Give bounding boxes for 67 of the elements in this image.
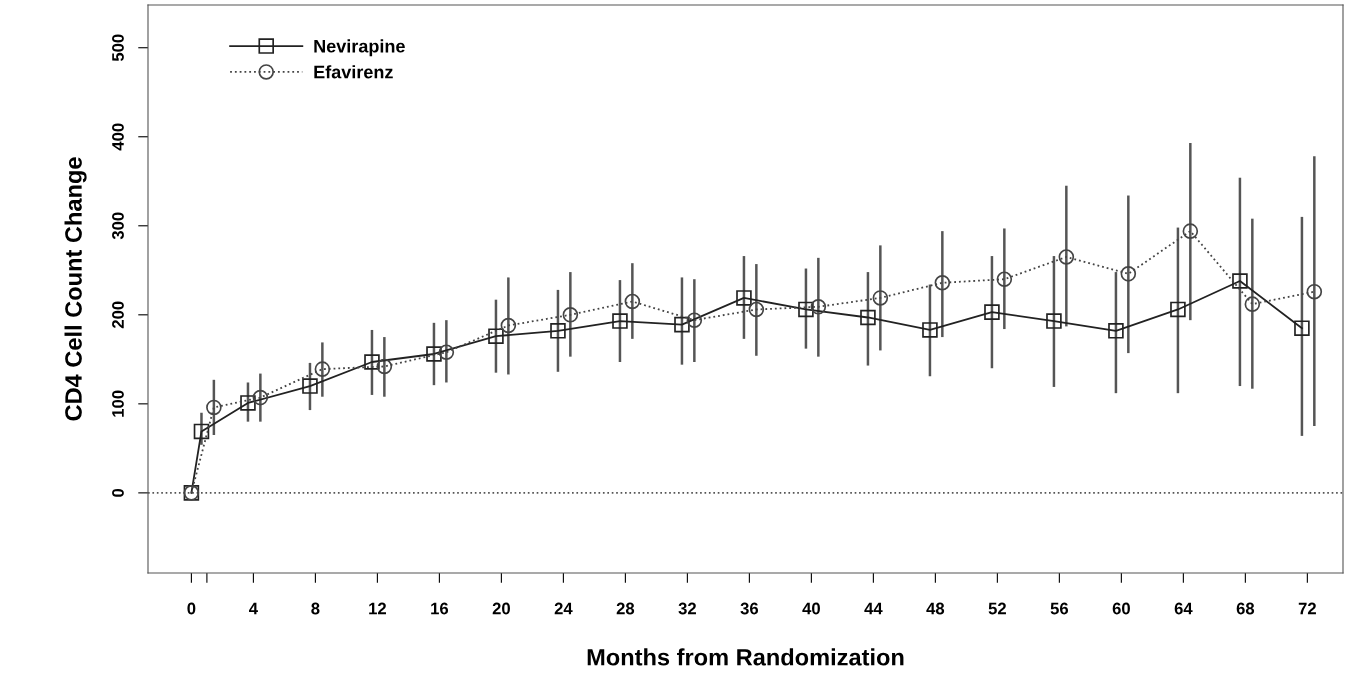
y-tick-label: 0 bbox=[112, 488, 124, 497]
point bbox=[860, 309, 876, 326]
x-axis-title: Months from Randomization bbox=[587, 648, 904, 666]
point bbox=[1294, 320, 1310, 336]
point bbox=[872, 290, 889, 306]
x-tick-label: 12 bbox=[369, 602, 386, 615]
point bbox=[624, 293, 641, 310]
point bbox=[984, 304, 1000, 320]
point bbox=[206, 399, 222, 416]
y-tick-label: 400 bbox=[112, 123, 124, 151]
x-tick-label: 4 bbox=[249, 602, 258, 615]
y-tick-label: 300 bbox=[112, 212, 124, 240]
point bbox=[1182, 223, 1199, 239]
legend-label: Efavirenz bbox=[314, 65, 393, 79]
point bbox=[748, 301, 765, 318]
point bbox=[240, 395, 256, 411]
x-tick-label: 16 bbox=[431, 602, 449, 615]
point bbox=[252, 389, 269, 406]
x-tick-label: 40 bbox=[802, 602, 820, 615]
x-tick-label: 72 bbox=[1298, 602, 1316, 615]
point bbox=[934, 274, 951, 291]
y-tick-label: 500 bbox=[112, 34, 124, 62]
point bbox=[1046, 313, 1062, 329]
point bbox=[193, 423, 210, 440]
point bbox=[1120, 266, 1137, 282]
point bbox=[500, 317, 517, 334]
point bbox=[376, 358, 393, 375]
point bbox=[686, 312, 703, 328]
point bbox=[996, 271, 1013, 287]
point bbox=[1232, 273, 1248, 289]
x-tick-label: 28 bbox=[616, 602, 635, 615]
x-tick-label: 56 bbox=[1050, 602, 1069, 615]
x-tick-label: 20 bbox=[492, 602, 510, 615]
point bbox=[438, 344, 455, 360]
x-tick-label: 36 bbox=[740, 602, 759, 615]
point bbox=[736, 290, 752, 306]
x-tick-label: 32 bbox=[678, 602, 696, 615]
x-tick-label: 60 bbox=[1112, 602, 1130, 615]
point bbox=[810, 299, 827, 315]
point bbox=[426, 346, 442, 362]
point bbox=[1306, 283, 1323, 300]
x-tick-label: 8 bbox=[311, 602, 320, 615]
point bbox=[1244, 296, 1261, 312]
x-tick-label: 64 bbox=[1174, 602, 1193, 615]
point bbox=[798, 301, 814, 318]
y-axis-title: CD4 Cell Count Change bbox=[64, 157, 87, 421]
point bbox=[364, 354, 380, 370]
point bbox=[674, 316, 690, 333]
x-tick-label: 52 bbox=[988, 602, 1006, 615]
y-tick-label: 100 bbox=[112, 390, 124, 417]
point bbox=[1058, 249, 1075, 265]
legend-label: Nevirapine bbox=[314, 39, 405, 57]
x-tick-label: 68 bbox=[1236, 602, 1255, 615]
point bbox=[612, 313, 628, 329]
x-tick-label: 48 bbox=[926, 602, 945, 615]
point bbox=[1108, 323, 1124, 339]
point bbox=[562, 307, 579, 323]
x-tick-label: 44 bbox=[864, 602, 883, 615]
x-tick-label: 0 bbox=[187, 602, 196, 615]
point bbox=[550, 323, 566, 339]
x-tick-label: 24 bbox=[554, 602, 573, 615]
point bbox=[314, 361, 331, 377]
y-tick-label: 200 bbox=[112, 301, 124, 329]
point bbox=[1170, 301, 1186, 318]
point bbox=[922, 322, 938, 338]
point bbox=[488, 328, 504, 344]
point bbox=[302, 378, 318, 394]
